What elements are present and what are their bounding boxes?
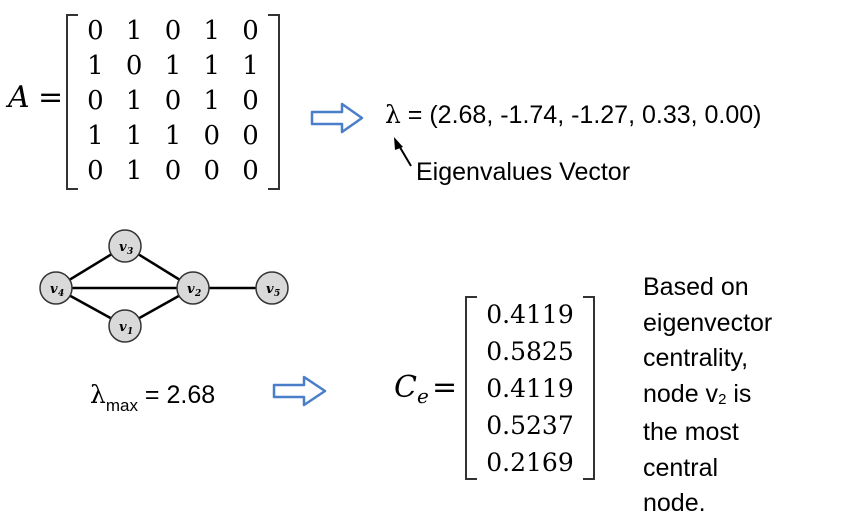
svg-text:2: 2 [194, 289, 201, 299]
note-line: node v2 is [643, 377, 848, 416]
matrix-cell: 1 [242, 51, 259, 81]
svg-text:1: 1 [127, 327, 133, 337]
svg-text:v: v [187, 282, 195, 297]
lambda-max: λmax = 2.68 [90, 380, 216, 415]
centrality-value: 0.5237 [486, 411, 574, 440]
svg-text:4: 4 [58, 289, 64, 299]
matrix-cell: 0 [242, 86, 259, 116]
svg-text:5: 5 [274, 289, 280, 299]
centrality-equals: = [432, 370, 458, 405]
matrix-cell: 0 [164, 156, 182, 186]
matrix-row: 0 1 0 1 0 [76, 14, 270, 49]
graph-node-v2: v 2 [176, 271, 210, 305]
note-node-subscript: 2 [718, 390, 727, 408]
note-line: Based on [643, 273, 749, 301]
matrix-cell: 0 [125, 51, 143, 81]
matrix-cell: 1 [203, 86, 221, 116]
matrix-cell: 0 [203, 156, 221, 186]
centrality-label: Ce [394, 370, 429, 408]
matrix-row: 1 0 1 1 1 [76, 49, 270, 84]
matrix-cell: 1 [125, 16, 143, 46]
centrality-value: 0.4119 [486, 300, 574, 329]
centrality-label-subscript: e [416, 384, 429, 408]
implies-arrow-icon [272, 375, 327, 407]
centrality-value: 0.2169 [486, 448, 574, 477]
matrix-a-equals: = [38, 80, 64, 115]
graph-diagram [55, 244, 272, 328]
eigenvalues-caption: Eigenvalues Vector [416, 158, 631, 186]
eigenvalues-text: = (2.68, -1.74, -1.27, 0.33, 0.00) [400, 101, 762, 129]
eigenvalues-vector: λ = (2.68, -1.74, -1.27, 0.33, 0.00) [385, 100, 762, 130]
lambda-symbol: λ [90, 380, 106, 409]
graph-node-v3: v 3 [108, 229, 142, 263]
matrix-row: 1 1 1 0 0 [76, 119, 270, 154]
matrix-cell: 0 [242, 156, 259, 186]
matrix-cell: 1 [164, 121, 182, 151]
matrix-a-label: A [8, 80, 30, 115]
matrix-row: 0 1 0 0 0 [76, 154, 270, 189]
graph-node-v4: v 4 [39, 271, 73, 305]
centrality-label-main: C [394, 370, 417, 405]
implies-arrow-icon [310, 102, 364, 134]
matrix-cell: 1 [125, 86, 143, 116]
svg-text:v: v [50, 282, 58, 297]
note-is-text: is [733, 379, 752, 408]
matrix-cell: 0 [242, 121, 259, 151]
adjacency-matrix: 0 1 0 1 0 1 0 1 1 1 0 1 0 1 0 1 1 1 0 0 [66, 14, 280, 190]
note-line: node. [643, 489, 706, 517]
note-line: central [643, 453, 719, 482]
note-line: the most [643, 418, 739, 446]
matrix-cell: 0 [164, 86, 182, 116]
vector-left-bracket [465, 296, 477, 480]
vector-right-bracket [583, 296, 595, 480]
centrality-vector: 0.4119 0.5825 0.4119 0.5237 0.2169 [465, 296, 595, 480]
matrix-cell: 0 [164, 16, 182, 46]
matrix-left-bracket [66, 14, 78, 190]
centrality-note: Based on eigenvector centrality, node v2… [643, 270, 848, 522]
svg-text:v: v [119, 240, 127, 255]
matrix-right-bracket [268, 14, 280, 190]
pointer-arrow-icon [394, 137, 412, 167]
matrix-cell: 0 [87, 16, 104, 46]
svg-text:v: v [119, 320, 127, 335]
svg-text:v: v [266, 282, 274, 297]
matrix-cell: 1 [164, 51, 182, 81]
graph-node-v5: v 5 [255, 271, 289, 305]
note-node-text: node v [643, 379, 719, 408]
centrality-value: 0.4119 [486, 374, 574, 403]
matrix-cell: 1 [203, 51, 221, 81]
matrix-cell: 0 [87, 156, 104, 186]
matrix-cell: 1 [125, 156, 143, 186]
matrix-cell: 1 [87, 51, 104, 81]
centrality-value: 0.5825 [486, 337, 574, 366]
matrix-cell: 0 [87, 86, 104, 116]
lambda-symbol: λ [385, 100, 401, 129]
matrix-cell: 0 [203, 121, 221, 151]
matrix-cell: 1 [125, 121, 143, 151]
lambda-max-subscript: max [105, 396, 138, 415]
matrix-cell: 1 [87, 121, 104, 151]
matrix-cell: 1 [203, 16, 221, 46]
graph-node-v1: v 1 [108, 309, 142, 343]
matrix-row: 0 1 0 1 0 [76, 84, 270, 119]
lambda-max-value: = 2.68 [137, 381, 216, 409]
matrix-cell: 0 [242, 16, 259, 46]
note-line: centrality, [643, 344, 749, 372]
svg-text:3: 3 [127, 247, 133, 257]
note-line: eigenvector [643, 308, 773, 337]
